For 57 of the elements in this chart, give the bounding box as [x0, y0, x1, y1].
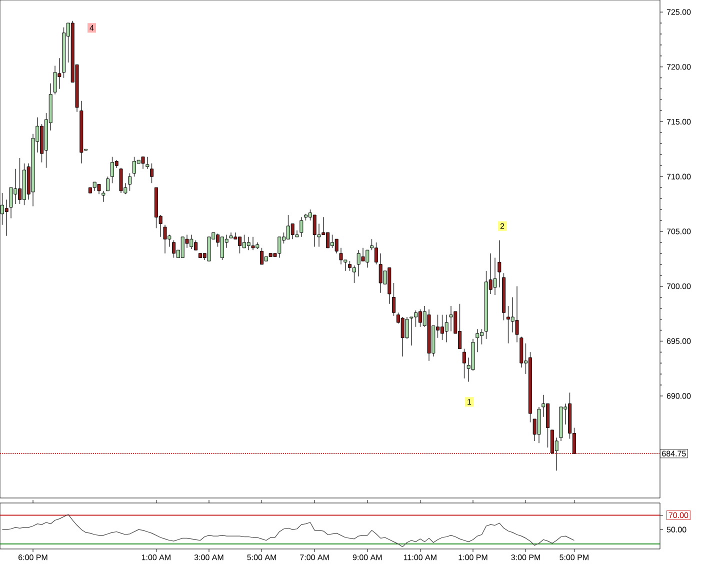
x-tick-label: 11:00 AM [404, 554, 436, 560]
y-tick-label: 715.00 [666, 118, 691, 125]
candlestick [251, 236, 255, 250]
y-tick-label: 705.00 [666, 228, 691, 234]
candlestick [334, 238, 338, 254]
y-tick-label: 70.00 [668, 512, 688, 518]
x-tick-label: 1:00 AM [142, 554, 170, 560]
candlestick [300, 216, 304, 238]
candlestick [146, 156, 150, 170]
x-tick-label: 7:00 AM [300, 554, 329, 560]
candlestick [392, 282, 396, 316]
y-tick-label: 725.00 [666, 9, 691, 15]
annotation: 4 [90, 25, 94, 31]
candlestick [9, 187, 13, 219]
x-tick-label: 1:00 PM [458, 554, 488, 560]
candlestick [4, 199, 8, 236]
x-tick-label: 5:00 PM [560, 554, 588, 560]
candlestick [361, 248, 365, 262]
x-tick-label: 9:00 AM [352, 554, 382, 560]
x-tick-label: 3:00 AM [194, 554, 224, 560]
candlestick [53, 66, 57, 95]
candlestick [172, 240, 176, 258]
annotation: 2 [500, 223, 504, 229]
y-tick-label: 690.00 [666, 393, 691, 399]
candlestick [150, 163, 154, 184]
candlestick [260, 248, 264, 265]
candlestick [515, 286, 519, 343]
x-tick-label: 5:00 AM [247, 554, 276, 560]
candlestick [449, 306, 453, 332]
candlestick [498, 240, 502, 288]
candlestick [476, 328, 480, 352]
candlestick [462, 348, 466, 379]
x-tick-label: 3:00 PM [511, 554, 540, 560]
candlestick [106, 176, 110, 192]
y-tick-label: 695.00 [666, 338, 691, 344]
candlestick [128, 173, 132, 192]
candlestick [119, 168, 123, 194]
candlestick [141, 156, 145, 170]
candlestick [348, 260, 352, 272]
y-tick-label: 710.00 [666, 174, 691, 180]
annotation: 1 [468, 399, 472, 405]
candlestick [352, 265, 356, 284]
candlestick [339, 248, 343, 265]
candlestick [410, 316, 414, 346]
y-tick-label: 700.00 [666, 283, 691, 290]
candlestick [444, 314, 448, 343]
candlestick [493, 257, 497, 296]
candlestick [229, 232, 233, 238]
candlestick [374, 242, 378, 265]
y-tick-label: 50.00 [666, 526, 686, 532]
candlestick [163, 224, 167, 254]
ref-line-label: 684.75 [662, 450, 686, 456]
x-tick-label: 6:00 PM [18, 554, 48, 560]
y-tick-label: 720.00 [666, 64, 691, 70]
candlestick [405, 316, 409, 340]
candlestick [97, 184, 101, 194]
candlestick [102, 190, 106, 202]
